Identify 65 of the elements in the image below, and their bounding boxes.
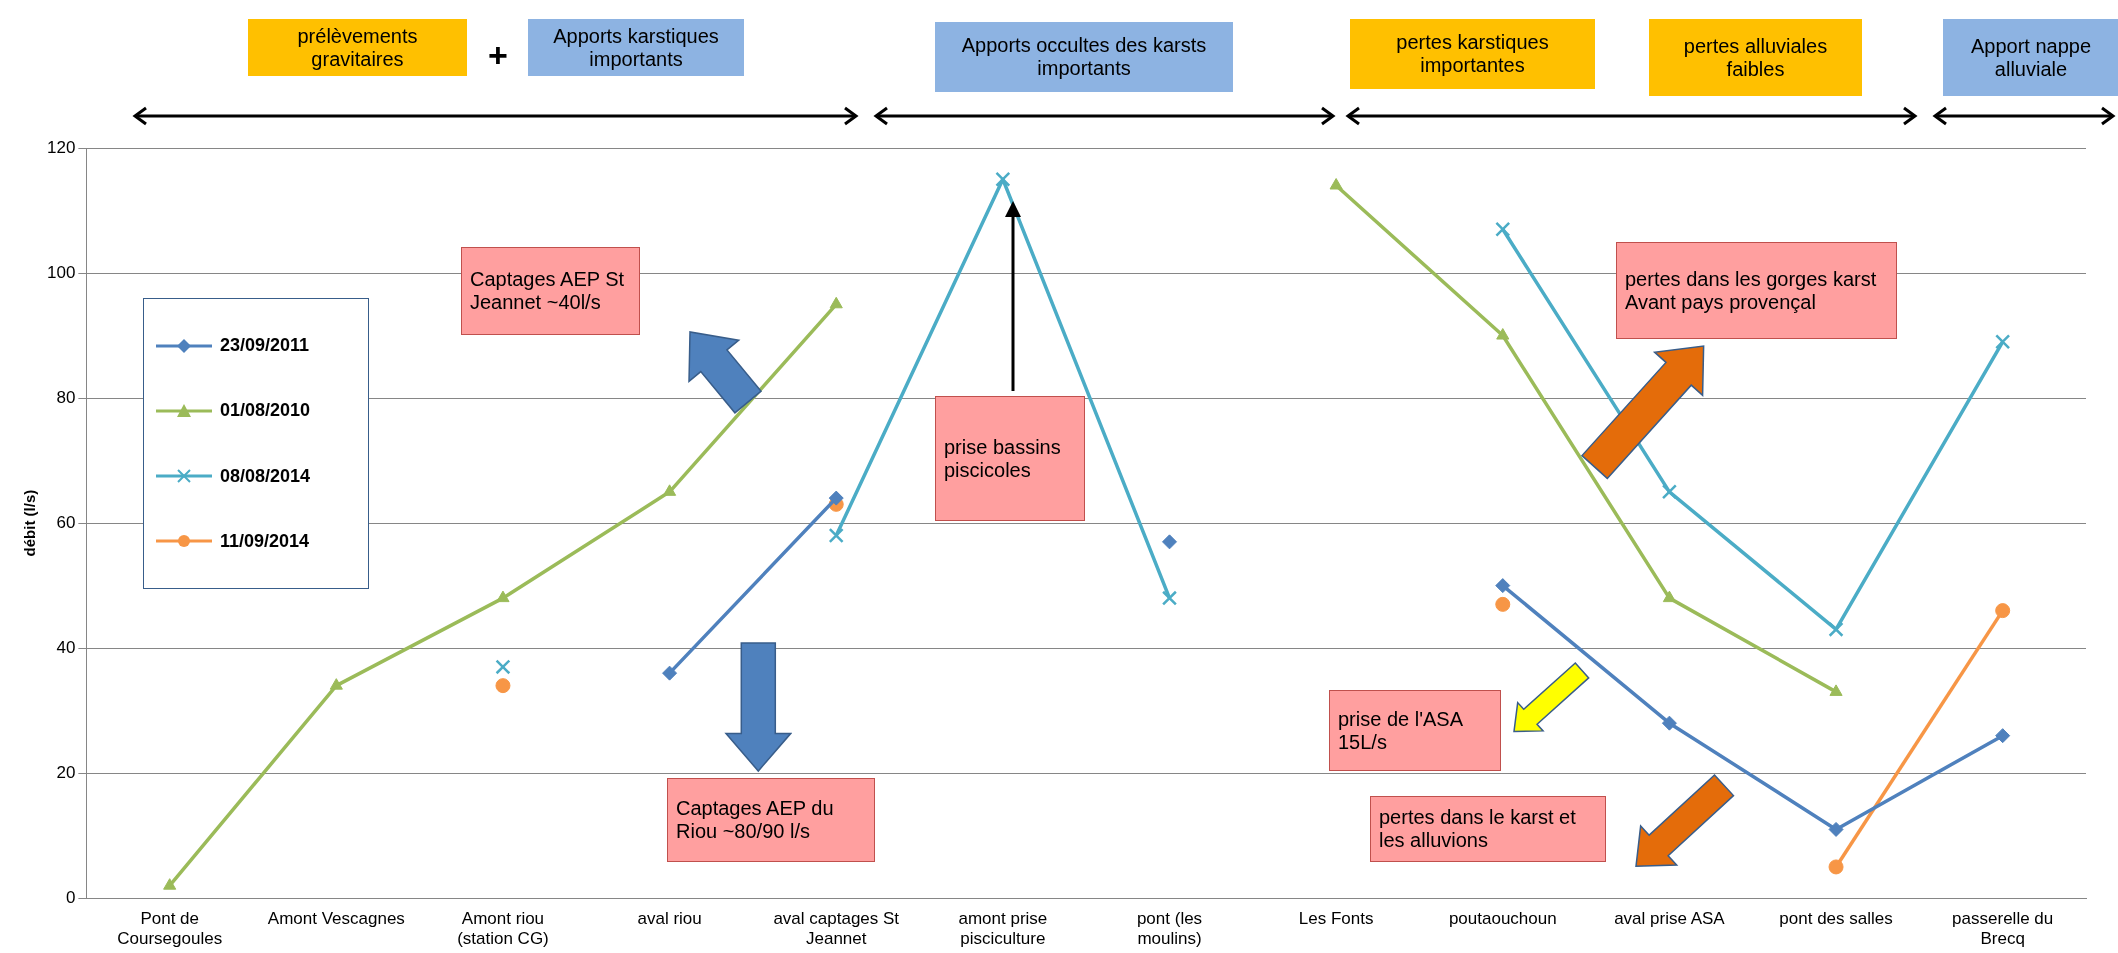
x-tick-label: pont des salles xyxy=(1779,909,1893,929)
legend-label: 23/09/2011 xyxy=(220,335,310,356)
y-tick-label: 40 xyxy=(56,637,76,657)
point xyxy=(1995,728,2011,744)
point xyxy=(1661,484,1678,500)
point xyxy=(1661,715,1677,731)
text-box: pertes dans les gorges karst Avant pays provençal xyxy=(1616,242,1897,339)
point xyxy=(1161,590,1178,606)
point xyxy=(1496,328,1510,340)
y-tick-label: 20 xyxy=(56,762,76,782)
x-tick-label: Les Fonts xyxy=(1298,909,1374,929)
text-box: pertes dans le karst et les alluvions xyxy=(1370,796,1606,862)
x-tick-label: poutaouchoun xyxy=(1448,909,1557,929)
point xyxy=(163,878,177,890)
y-tick-label: 60 xyxy=(56,512,76,532)
y-tick-label: 120 xyxy=(46,137,76,157)
legend-label: 08/08/2014 xyxy=(220,465,311,487)
text-box: Apports karstiques importants xyxy=(528,19,744,76)
point xyxy=(1662,590,1676,603)
x-tick-label: aval prise ASA xyxy=(1614,909,1726,929)
text: + xyxy=(487,34,509,76)
x-tick-label: aval riou xyxy=(637,909,702,929)
x-tick-label: pont (les moulins) xyxy=(1136,909,1203,949)
point xyxy=(495,678,511,694)
point xyxy=(329,678,343,690)
point xyxy=(1995,603,2011,619)
point xyxy=(1495,221,1511,237)
text-box: pertes karstiques importantes xyxy=(1350,19,1595,89)
point xyxy=(1995,334,2011,350)
point xyxy=(1828,859,1844,875)
point xyxy=(1829,684,1843,696)
x-tick-label: aval captages St Jeannet xyxy=(773,909,900,949)
point xyxy=(829,296,843,309)
y-axis-title: débit (l/s) xyxy=(21,489,39,557)
point xyxy=(1495,578,1511,594)
text-box: Captages AEP St Jeannet ~40l/s xyxy=(461,247,640,335)
text-box: Apports occultes des karsts importants xyxy=(935,22,1233,92)
text-box: Captages AEP du Riou ~80/90 l/s xyxy=(667,778,875,862)
legend-label: 01/08/2010 xyxy=(220,400,311,422)
legend-label: 11/09/2014 xyxy=(220,530,310,552)
y-tick-label: 100 xyxy=(46,262,76,282)
point xyxy=(662,665,678,681)
y-tick-label: 0 xyxy=(65,887,76,907)
point xyxy=(1162,534,1177,550)
y-tick-label: 80 xyxy=(56,387,76,407)
point xyxy=(1495,596,1511,612)
point xyxy=(1828,821,1844,837)
text-box: pertes alluviales faibles xyxy=(1649,19,1862,96)
point xyxy=(828,527,844,544)
x-tick-label: Pont de Coursegoules xyxy=(117,909,223,949)
point xyxy=(1828,621,1844,637)
point xyxy=(496,590,510,603)
x-tick-label: amont prise pisciculture xyxy=(958,909,1048,949)
text-box: prise de l'ASA 15L/s xyxy=(1329,690,1501,771)
text-box: prise bassins piscicoles xyxy=(935,396,1085,521)
text-box: prélèvements gravitaires xyxy=(248,19,467,76)
x-tick-label: Amont riou (station CG) xyxy=(457,909,549,949)
x-tick-label: Amont Vescagnes xyxy=(267,909,405,929)
text-box: Apport nappe alluviale xyxy=(1943,19,2118,96)
point xyxy=(995,171,1011,187)
point xyxy=(1329,178,1343,190)
point xyxy=(828,490,844,506)
point xyxy=(663,484,677,496)
x-tick-label: passerelle du Brecq xyxy=(1952,909,2054,949)
point xyxy=(495,659,511,675)
